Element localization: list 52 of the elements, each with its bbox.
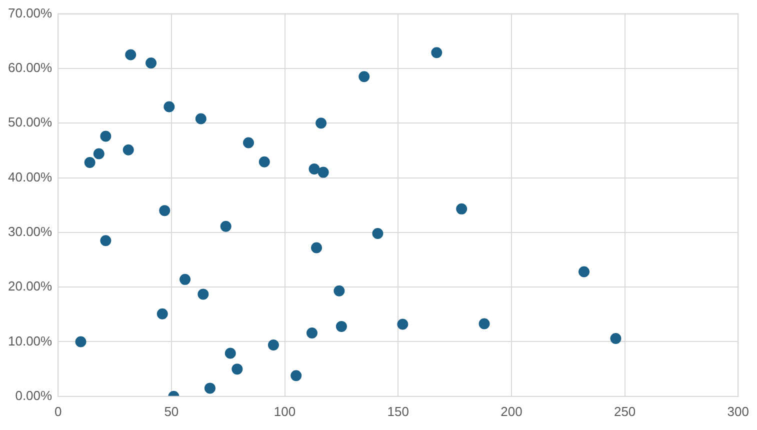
point [318, 166, 329, 178]
point [478, 318, 490, 330]
x-tick-label: 300 [727, 404, 750, 419]
x-tick-label: 250 [614, 404, 636, 419]
y-tick-label: 40.00% [8, 169, 53, 184]
point [358, 71, 370, 82]
point [159, 205, 170, 216]
point [397, 318, 408, 330]
x-tick-label: 50 [164, 404, 179, 419]
point [93, 148, 104, 160]
x-tick-label: 0 [54, 404, 62, 419]
point [258, 156, 270, 168]
point [100, 235, 112, 246]
point [100, 130, 112, 142]
y-tick-label: 30.00% [8, 224, 53, 240]
point [334, 285, 345, 296]
y-tick-label: 70.00% [8, 5, 53, 20]
point [195, 113, 206, 124]
y-tick-label: 0.00% [15, 388, 53, 403]
point [372, 228, 384, 240]
x-tick-label: 100 [274, 404, 296, 419]
x-tick-label: 200 [500, 404, 522, 419]
point [306, 328, 318, 338]
point [311, 242, 322, 254]
point [198, 288, 209, 300]
point [75, 336, 86, 348]
y-tick-label: 10.00% [8, 333, 53, 348]
point [156, 308, 168, 320]
point [610, 332, 622, 344]
point [224, 348, 236, 359]
point [268, 340, 279, 351]
point [220, 220, 232, 232]
point [232, 364, 243, 375]
point [316, 118, 327, 129]
point [146, 57, 157, 68]
x-tick-label: 150 [387, 404, 409, 419]
point [290, 370, 302, 382]
point [180, 274, 191, 285]
point [431, 47, 442, 58]
y-tick-label: 20.00% [8, 278, 53, 294]
point [122, 144, 134, 156]
point [164, 101, 175, 112]
point [456, 203, 468, 214]
y-tick-label: 60.00% [8, 60, 53, 76]
point [204, 382, 216, 394]
point [243, 137, 254, 148]
point [84, 156, 96, 168]
point [308, 164, 320, 175]
y-tick-label: 50.00% [8, 114, 53, 130]
point [336, 320, 347, 332]
point [125, 49, 136, 60]
point [578, 266, 590, 278]
